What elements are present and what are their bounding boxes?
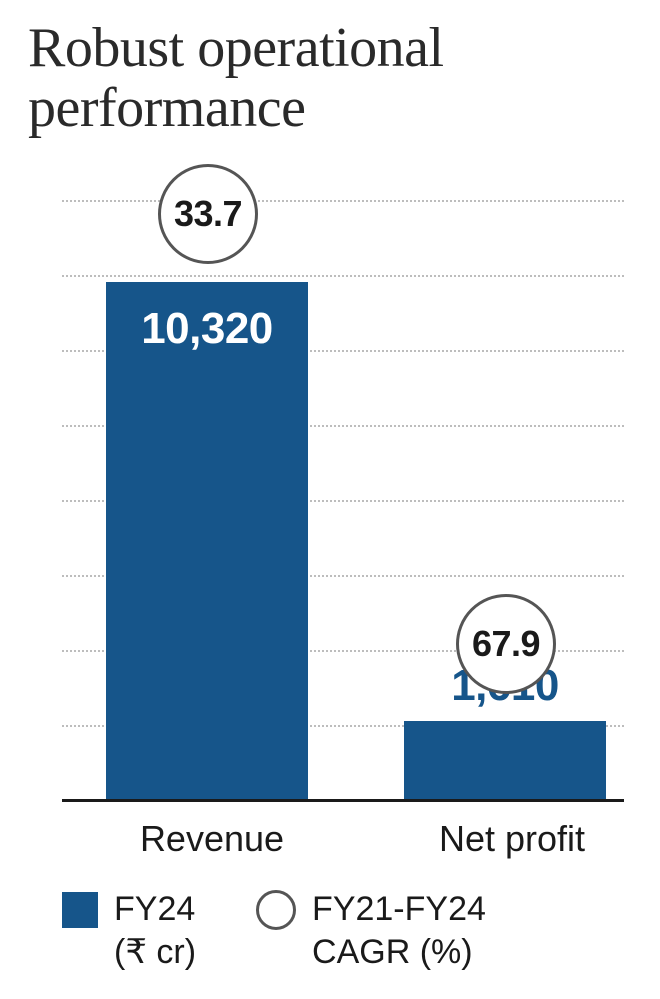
category-label-revenue: Revenue [132,818,292,860]
title-line-1: Robust operational [28,17,444,79]
legend: FY24 (₹ cr) FY21-FY24 CAGR (%) [62,888,624,973]
bar-revenue: 10,320 [106,282,308,802]
legend-fy24-line1: FY24 [114,890,195,928]
baseline [62,799,624,802]
bar-netprofit: 1,610 [404,721,606,802]
cagr-badge-revenue: 33.7 [158,164,258,264]
chart-title: Robust operational performance [28,18,444,139]
chart-area: 10,320 1,610 33.7 67.9 [62,200,624,802]
legend-cagr-line1: FY21-FY24 [312,890,486,928]
legend-fy24-line2: (₹ cr) [114,933,196,971]
gridline [62,275,624,277]
legend-fy24-text: FY24 (₹ cr) [114,888,196,973]
cagr-badge-netprofit: 67.9 [456,594,556,694]
category-label-netprofit: Net profit [422,818,602,860]
legend-item-fy24: FY24 (₹ cr) [62,888,196,973]
legend-bar-swatch-icon [62,892,98,928]
bar-revenue-value: 10,320 [106,304,308,354]
cagr-revenue-value: 33.7 [174,193,242,235]
gridline [62,200,624,202]
legend-item-cagr: FY21-FY24 CAGR (%) [256,888,486,973]
title-line-2: performance [28,77,305,139]
legend-cagr-text: FY21-FY24 CAGR (%) [312,888,486,973]
legend-cagr-line2: CAGR (%) [312,933,473,971]
legend-circle-icon [256,890,296,930]
cagr-netprofit-value: 67.9 [472,623,540,665]
